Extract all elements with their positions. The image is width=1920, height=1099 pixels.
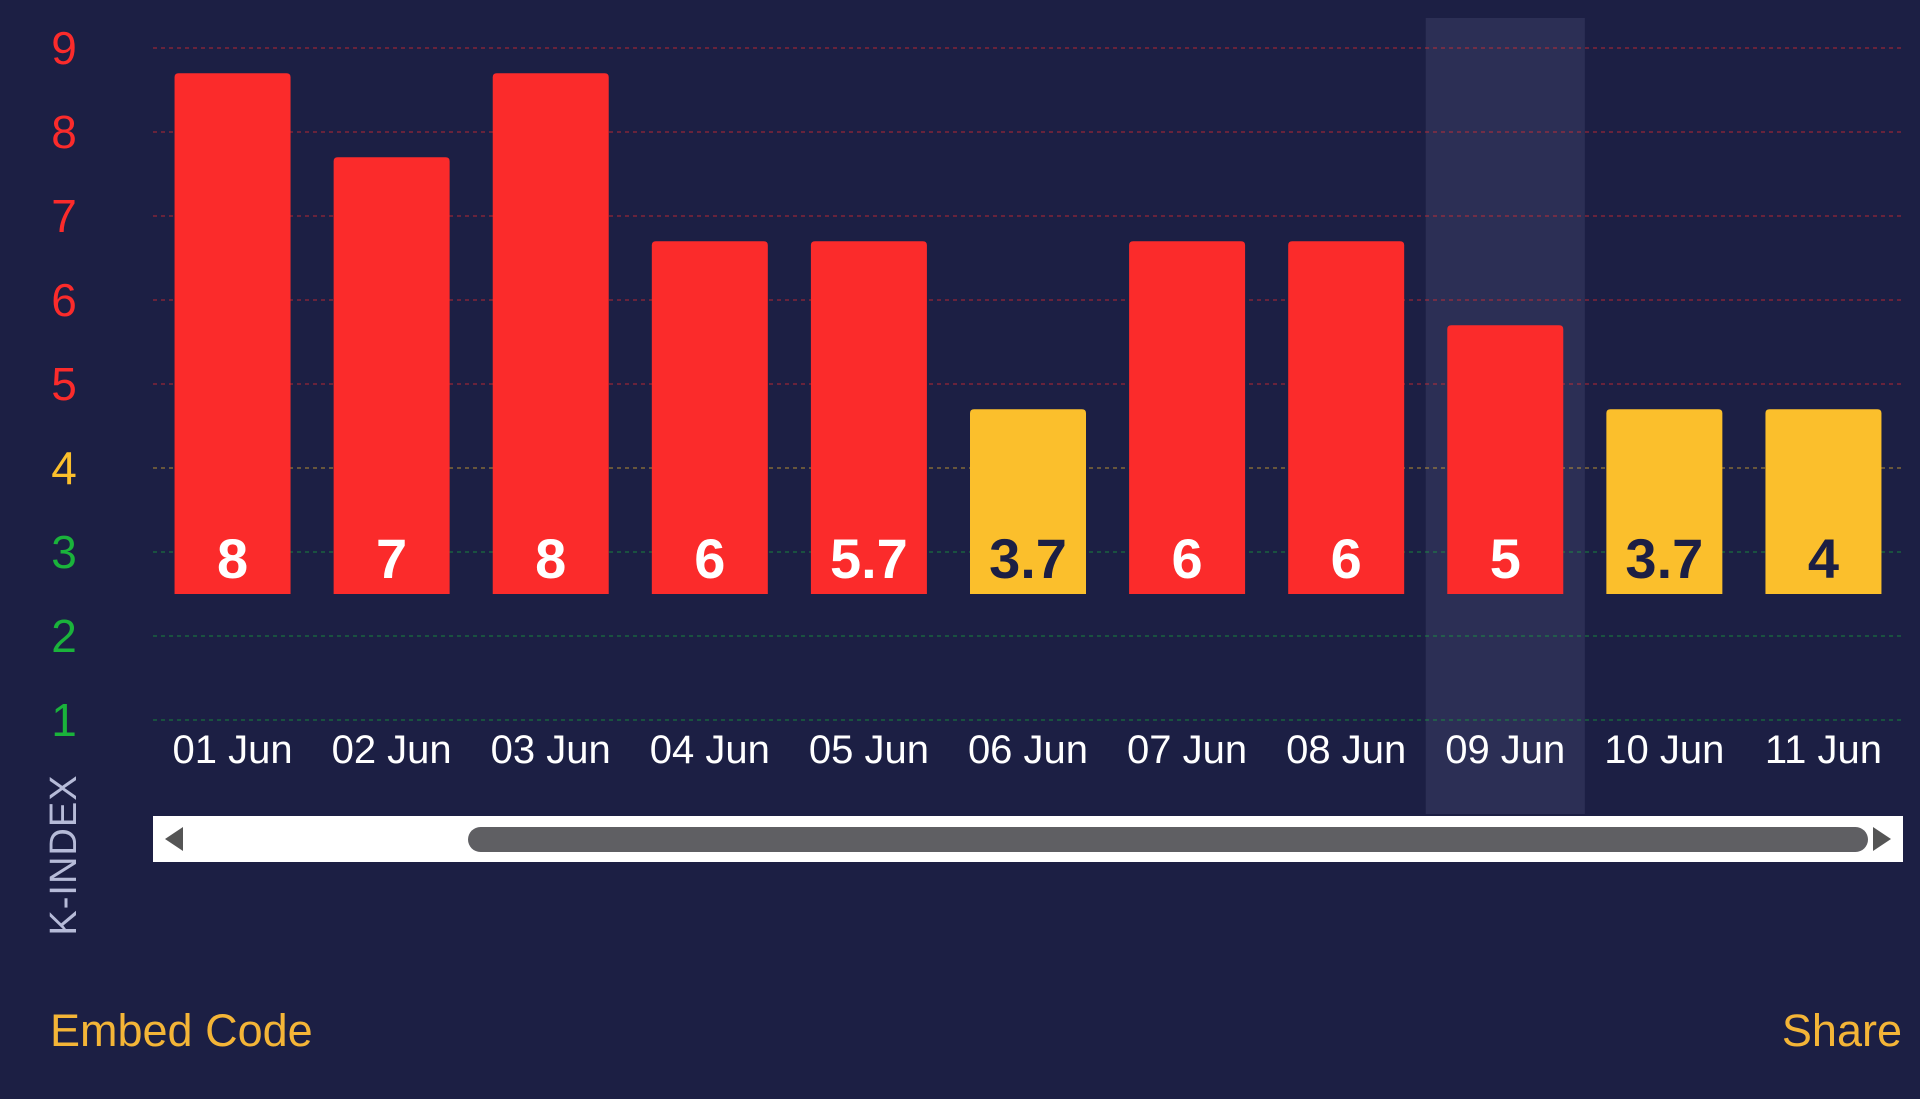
y-tick-label: 4 [51, 442, 77, 494]
bar-value-label: 7 [376, 527, 407, 590]
y-axis-ticks: 1 2 3 4 5 6 7 8 9 [51, 22, 77, 746]
x-tick-label: 09 Jun [1445, 728, 1565, 772]
y-tick-label: 6 [51, 274, 77, 326]
x-axis-labels: 01 Jun 02 Jun 03 Jun 04 Jun 05 Jun 06 Jun 07 J… [172, 728, 1882, 772]
bar-value-label: 6 [1172, 527, 1203, 590]
y-tick-label: 9 [51, 22, 77, 74]
x-tick-label: 11 Jun [1765, 728, 1882, 772]
x-tick-label: 02 Jun [332, 728, 452, 772]
horizontal-scrollbar[interactable] [153, 816, 1903, 862]
scroll-left-arrow-icon[interactable] [165, 827, 183, 851]
bar [1606, 409, 1723, 594]
y-tick-label: 8 [51, 106, 77, 158]
bar-value-label: 6 [694, 527, 725, 590]
embed-code-link[interactable]: Embed Code [50, 1005, 313, 1056]
y-tick-label: 7 [51, 190, 77, 242]
bar [970, 409, 1086, 594]
bar [1129, 241, 1246, 594]
bar-value-label: 5.7 [830, 527, 908, 590]
y-tick-label: 2 [51, 610, 77, 662]
x-tick-label: 08 Jun [1286, 728, 1406, 772]
x-tick-label: 06 Jun [968, 728, 1088, 772]
x-tick-label: 05 Jun [809, 728, 929, 772]
bar [1288, 241, 1405, 594]
scrollbar-thumb[interactable] [468, 827, 1868, 852]
bar-value-label: 8 [217, 527, 248, 590]
x-tick-label: 04 Jun [650, 728, 770, 772]
bar [1447, 325, 1564, 594]
bar [492, 73, 609, 594]
bar [810, 241, 927, 594]
bar-value-label: 6 [1331, 527, 1362, 590]
y-tick-label: 3 [51, 526, 77, 578]
bar [1765, 409, 1882, 594]
bar-value-label: 3.7 [989, 527, 1067, 590]
bar [174, 73, 291, 594]
bar-value-label: 3.7 [1625, 527, 1703, 590]
x-tick-label: 03 Jun [491, 728, 611, 772]
bar-value-label: 4 [1808, 527, 1839, 590]
x-tick-label: 07 Jun [1127, 728, 1247, 772]
y-tick-label: 1 [51, 694, 77, 746]
x-tick-label: 01 Jun [172, 728, 292, 772]
share-link[interactable]: Share [1781, 1005, 1902, 1056]
bars [174, 73, 1882, 594]
scroll-right-arrow-icon[interactable] [1873, 827, 1891, 851]
bar [333, 157, 450, 594]
y-axis-title: K-INDEX [43, 774, 85, 935]
bar [651, 241, 768, 594]
y-tick-label: 5 [51, 358, 77, 410]
bar-value-label: 8 [535, 527, 566, 590]
bar-value-labels: 8 7 8 6 5.7 3.7 6 6 5 3.7 4 [217, 527, 1839, 590]
x-tick-label: 10 Jun [1604, 728, 1724, 772]
bar-value-label: 5 [1490, 527, 1521, 590]
